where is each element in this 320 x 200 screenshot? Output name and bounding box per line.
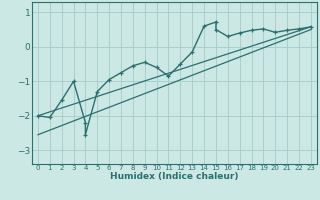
X-axis label: Humidex (Indice chaleur): Humidex (Indice chaleur): [110, 172, 239, 181]
